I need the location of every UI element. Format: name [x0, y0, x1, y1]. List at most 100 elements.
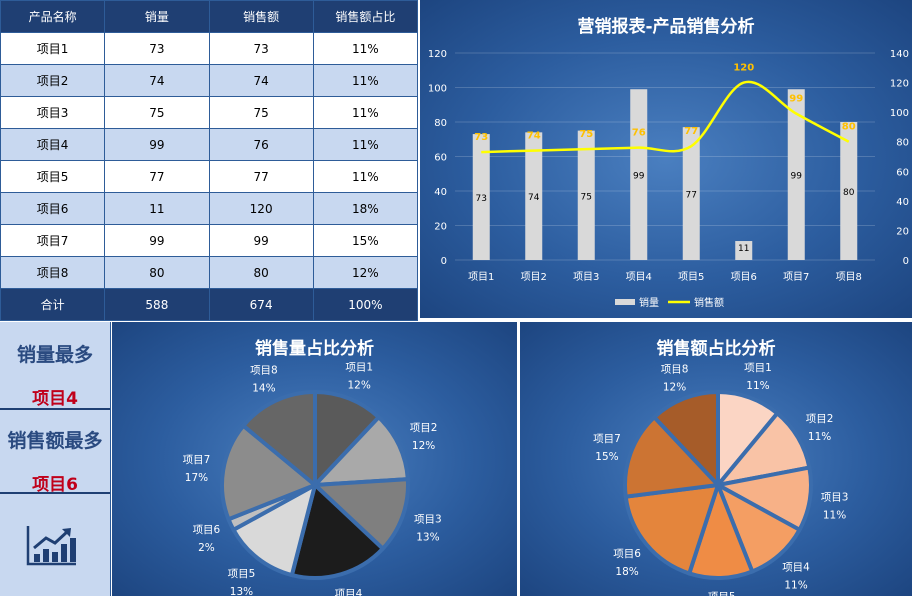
cell-sales: 77: [208, 160, 314, 193]
volume-pie-chart: 项目112%项目212%项目313%项目417%项目513%项目62%项目717…: [183, 361, 442, 596]
line-value-label: 75: [579, 129, 593, 140]
bar-value-label: 73: [476, 194, 487, 204]
table-total-row: 合计 588 674 100%: [0, 288, 419, 321]
table-row: 项目4 99 76 11%: [0, 128, 419, 161]
cell-share: 11%: [312, 160, 419, 193]
sales-line: [481, 80, 850, 154]
pie-slice: [651, 389, 720, 491]
column-header-volume: 销量: [104, 0, 210, 33]
line-value-label: 99: [789, 94, 803, 105]
total-sales: 674: [208, 288, 314, 321]
cell-product: 项目7: [0, 224, 106, 257]
x-tick-label: 项目1: [468, 271, 494, 283]
volume-pie-title: 销售量占比分析: [255, 339, 374, 359]
pie-percent-label: 11%: [784, 580, 807, 592]
pie-category-label: 项目5: [708, 591, 736, 596]
cell-sales: 120: [208, 192, 314, 225]
pie-percent-label: 12%: [412, 440, 435, 452]
column-header-share: 销售额占比: [312, 0, 419, 33]
pie-slice: [623, 482, 721, 576]
bar: [525, 132, 543, 260]
cell-sales: 80: [208, 256, 314, 289]
y2-tick-label: 140: [890, 49, 909, 60]
bar-value-label: 80: [843, 188, 855, 198]
cell-volume: 80: [104, 256, 210, 289]
bar-value-label: 77: [686, 191, 697, 201]
top-sales-value: 项目6: [32, 475, 78, 495]
y-tick-label: 0: [441, 256, 447, 267]
pie-category-label: 项目6: [193, 524, 221, 536]
sales-pie-chart: 项目111%项目211%项目311%项目411%项目511%项目618%项目71…: [593, 362, 848, 596]
line-value-label: 77: [684, 126, 698, 137]
total-volume: 588: [104, 288, 210, 321]
bar-value-label: 11: [738, 244, 749, 254]
y-tick-label: 120: [428, 49, 447, 60]
pie-percent-label: 13%: [230, 586, 253, 596]
cell-share: 15%: [312, 224, 419, 257]
y2-tick-label: 0: [903, 256, 909, 267]
cell-product: 项目8: [0, 256, 106, 289]
pie-category-label: 项目7: [593, 433, 621, 445]
pie-percent-label: 17%: [185, 472, 208, 484]
combo-chart: 0 20 40 60 80 100 120 0 20 40 60 80 100 120 140 73 74 75 9…: [428, 49, 909, 309]
pie-slice: [310, 477, 410, 552]
pie-category-label: 项目2: [806, 413, 834, 425]
cell-volume: 73: [104, 32, 210, 65]
pie-percent-label: 14%: [252, 382, 275, 394]
pie-category-label: 项目7: [183, 454, 211, 466]
line-value-label: 120: [733, 63, 754, 74]
cell-volume: 75: [104, 96, 210, 129]
cell-sales: 99: [208, 224, 314, 257]
pie-percent-label: 11%: [823, 509, 846, 521]
cell-volume: 99: [104, 128, 210, 161]
legend-swatch-volume: [615, 299, 635, 305]
divider: [0, 408, 110, 410]
cell-volume: 11: [104, 192, 210, 225]
pie-category-label: 项目4: [782, 562, 810, 574]
y-tick-label: 60: [434, 153, 447, 164]
pie-category-label: 项目5: [228, 568, 256, 580]
cell-sales: 75: [208, 96, 314, 129]
total-share: 100%: [312, 288, 419, 321]
y2-tick-label: 60: [896, 167, 909, 178]
pie-category-label: 项目1: [744, 362, 772, 374]
table-row: 项目1 73 73 11%: [0, 32, 419, 65]
cell-share: 11%: [312, 128, 419, 161]
x-tick-label: 项目6: [731, 271, 757, 283]
y2-tick-label: 120: [890, 79, 909, 90]
y2-tick-label: 100: [890, 108, 909, 119]
top-volume-value: 项目4: [32, 389, 78, 409]
x-tick-label: 项目4: [626, 271, 652, 283]
pie-percent-label: 18%: [615, 566, 638, 578]
sales-table: 产品名称 销量 销售额 销售额占比 项目1 73 73 11% 项目2 74 74 11% 项目…: [0, 0, 419, 321]
pie-slice: [240, 389, 317, 490]
volume-pie-panel: 销售量占比分析 项目1 12% 项目2 12% 项目3 13% 项目4 17% 项目5 13% 项目…: [112, 322, 517, 596]
x-tick-label: 项目2: [521, 271, 547, 283]
table-row: 项目2 74 74 11%: [0, 64, 419, 97]
combo-chart-title: 营销报表-产品销售分析: [577, 17, 755, 37]
legend-label-sales: 销售额: [694, 296, 724, 309]
highlight-panel: 销量最多 项目4 销售额最多 项目6: [0, 322, 111, 596]
pie-category-label: 项目2: [410, 422, 438, 434]
cell-sales: 76: [208, 128, 314, 161]
line-value-label: 80: [842, 122, 856, 133]
y-tick-label: 20: [434, 222, 447, 233]
cell-share: 11%: [312, 32, 419, 65]
table-header-row: 产品名称 销量 销售额 销售额占比: [0, 0, 419, 33]
line-value-label: 73: [474, 132, 488, 143]
pie-category-label: 项目6: [613, 548, 641, 560]
cell-share: 12%: [312, 256, 419, 289]
column-header-product: 产品名称: [0, 0, 106, 33]
cell-product: 项目3: [0, 96, 106, 129]
pie-category-label: 项目8: [661, 363, 689, 375]
cell-volume: 77: [104, 160, 210, 193]
bar-value-label: 75: [581, 192, 592, 202]
bar: [682, 127, 700, 260]
table-row: 项目7 99 99 15%: [0, 224, 419, 257]
bar: [472, 134, 490, 260]
bar: [735, 241, 753, 260]
pie-category-label: 项目3: [414, 514, 442, 526]
growth-chart-icon: [26, 526, 76, 566]
table-row: 项目5 77 77 11%: [0, 160, 419, 193]
divider: [0, 492, 110, 494]
